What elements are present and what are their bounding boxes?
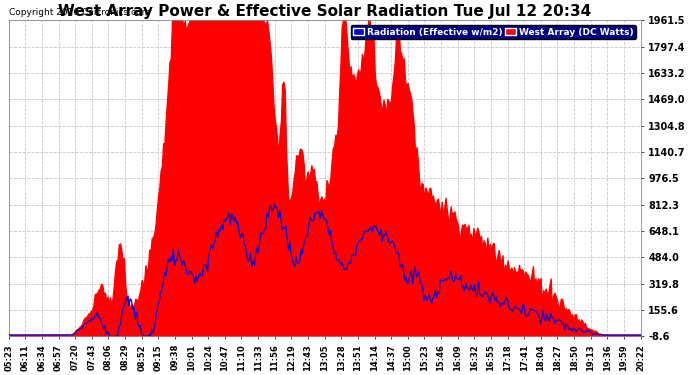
Title: West Array Power & Effective Solar Radiation Tue Jul 12 20:34: West Array Power & Effective Solar Radia… [58,4,591,19]
Text: Copyright 2016 Cartronics.com: Copyright 2016 Cartronics.com [9,8,150,17]
Legend: Radiation (Effective w/m2), West Array (DC Watts): Radiation (Effective w/m2), West Array (… [351,25,636,39]
